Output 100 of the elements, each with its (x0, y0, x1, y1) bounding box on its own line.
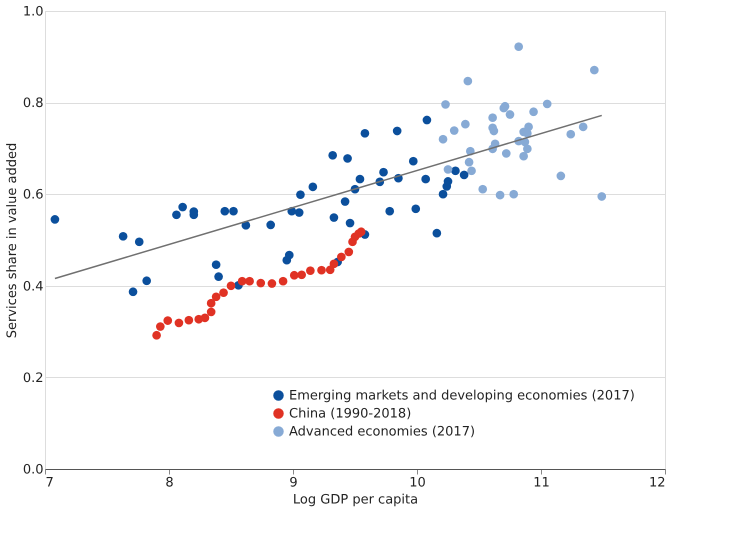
point (330, 213, 338, 222)
point (343, 154, 352, 163)
point (163, 316, 172, 325)
point (308, 182, 318, 192)
x-axis-title: Log GDP per capita (292, 492, 418, 508)
point (590, 66, 599, 74)
point (502, 149, 511, 158)
y-tick-label: 0.6 (22, 188, 44, 203)
point (172, 210, 181, 220)
point (290, 270, 299, 280)
point (422, 116, 432, 124)
point (284, 250, 294, 260)
point (578, 122, 588, 132)
point (514, 42, 524, 52)
point (346, 218, 354, 228)
point (344, 248, 354, 256)
point (464, 76, 472, 86)
point (451, 166, 460, 176)
point (238, 276, 246, 286)
point (296, 190, 305, 199)
point (450, 126, 459, 135)
point (118, 232, 128, 241)
point (408, 156, 418, 166)
point (460, 170, 468, 180)
point (566, 130, 576, 139)
point (178, 202, 187, 212)
point (438, 134, 448, 144)
x-tick-label: 10 (409, 476, 426, 490)
y-tick-label: 0.8 (22, 96, 44, 112)
point (128, 287, 138, 296)
point (509, 190, 518, 199)
point (523, 144, 532, 154)
point (392, 126, 402, 136)
point (432, 228, 442, 238)
point (229, 206, 238, 216)
point (360, 128, 370, 138)
legend-label: China (1990-2018) (289, 406, 412, 422)
point (220, 206, 230, 216)
point (496, 190, 504, 200)
y-tick-label: 0.4 (22, 279, 44, 294)
point (212, 292, 220, 302)
point (356, 174, 364, 184)
point (506, 110, 514, 119)
point (174, 318, 184, 328)
y-tick-label: 0.0 (22, 462, 44, 478)
x-tick-label: 12 (648, 476, 666, 490)
point (219, 288, 228, 297)
point (206, 298, 216, 308)
point (442, 182, 452, 191)
point (444, 165, 452, 174)
point (421, 174, 430, 184)
point (464, 158, 474, 166)
point (461, 120, 470, 128)
point (152, 330, 161, 340)
point (340, 197, 350, 206)
point (268, 279, 276, 288)
point (212, 260, 220, 270)
point (330, 259, 338, 268)
point (529, 107, 538, 116)
point (278, 276, 288, 286)
point (597, 192, 606, 201)
point (50, 215, 60, 224)
point (266, 220, 276, 230)
y-tick-label: 0.2 (22, 370, 44, 386)
x-tick-label: 9 (289, 476, 298, 490)
x-tick-label: 7 (46, 476, 54, 490)
point (519, 152, 528, 161)
point (556, 172, 566, 180)
point (411, 204, 420, 214)
x-tick-label: 8 (165, 476, 174, 490)
legend-label: Advanced economies (2017) (289, 424, 476, 440)
point (294, 208, 304, 217)
point (306, 266, 315, 276)
point (488, 113, 497, 122)
point (328, 150, 338, 160)
legend-label: Emerging markets and developing economies (2017) (289, 388, 635, 404)
point (379, 168, 388, 177)
point (206, 308, 216, 316)
point (542, 100, 552, 108)
point (317, 266, 326, 275)
point (337, 252, 346, 262)
point (245, 276, 254, 286)
point (326, 265, 335, 274)
point (256, 278, 266, 288)
point (478, 184, 488, 194)
y-tick-label: 1.0 (22, 4, 44, 20)
point (200, 314, 210, 322)
point (156, 322, 165, 331)
point (142, 276, 152, 286)
point (226, 281, 236, 290)
point (385, 206, 394, 216)
point (467, 166, 476, 176)
point (184, 316, 194, 324)
y-axis-title: Services share in value added (4, 142, 20, 338)
point (214, 272, 223, 281)
point (356, 227, 366, 236)
point (297, 270, 306, 280)
point (134, 238, 144, 246)
point (438, 190, 448, 199)
point (441, 100, 450, 109)
